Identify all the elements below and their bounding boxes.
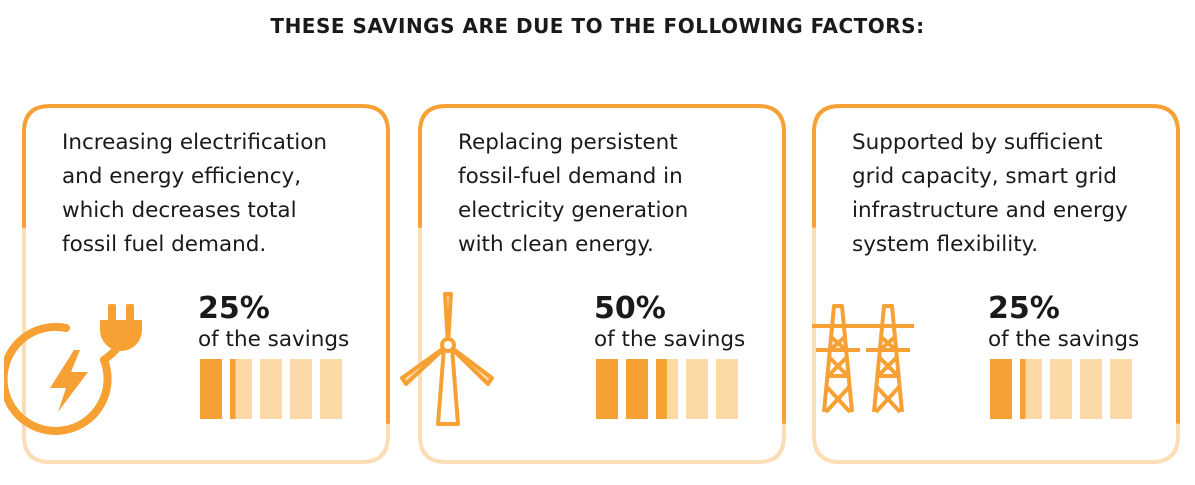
gauge-segment xyxy=(1080,359,1102,419)
card-description: Replacing persistent fossil-fuel demand … xyxy=(458,126,778,262)
desc-line: Replacing persistent xyxy=(458,130,678,155)
savings-bar-gauge xyxy=(596,359,738,419)
factor-card-electrification: Increasing electrification and energy ef… xyxy=(22,104,390,464)
savings-caption: of the savings xyxy=(594,327,746,352)
gauge-segment xyxy=(290,359,312,419)
gauge-segment-fill xyxy=(656,359,667,419)
savings-caption: of the savings xyxy=(988,327,1140,352)
desc-line: with clean energy. xyxy=(458,232,654,257)
gauge-segment xyxy=(686,359,708,419)
gauge-segment-fill xyxy=(626,359,648,419)
card-description: Increasing electrification and energy ef… xyxy=(62,126,382,262)
gauge-segment-fill xyxy=(200,359,222,419)
savings-percent: 50% xyxy=(594,291,666,326)
desc-line: grid capacity, smart grid xyxy=(852,164,1117,189)
factor-card-grid: Supported by sufficient grid capacity, s… xyxy=(812,104,1180,464)
savings-caption: of the savings xyxy=(198,327,350,352)
gauge-segment-fill xyxy=(1020,359,1026,419)
page-title: THESE SAVINGS ARE DUE TO THE FOLLOWING F… xyxy=(270,14,925,38)
savings-percent: 25% xyxy=(988,291,1060,326)
card-frame xyxy=(812,104,1180,464)
desc-line: infrastructure and energy xyxy=(852,198,1128,223)
desc-line: electricity generation xyxy=(458,198,689,223)
gauge-segment xyxy=(320,359,342,419)
power-pylons-icon xyxy=(812,304,914,414)
desc-line: which decreases total xyxy=(62,198,297,223)
gauge-segment xyxy=(1050,359,1072,419)
gauge-segment xyxy=(260,359,282,419)
card-frame xyxy=(418,104,786,464)
desc-line: and energy efficiency, xyxy=(62,164,302,189)
desc-line: Supported by sufficient xyxy=(852,130,1103,155)
gauge-segment xyxy=(716,359,738,419)
gauge-segment xyxy=(1110,359,1132,419)
savings-bar-gauge xyxy=(990,359,1132,419)
desc-line: system flexibility. xyxy=(852,232,1039,257)
card-description: Supported by sufficient grid capacity, s… xyxy=(852,126,1172,262)
savings-bar-gauge xyxy=(200,359,342,419)
factor-card-clean-energy: Replacing persistent fossil-fuel demand … xyxy=(418,104,786,464)
card-frame xyxy=(22,104,390,464)
gauge-segment-fill xyxy=(596,359,618,419)
wind-turbine-icon xyxy=(400,292,494,426)
gauge-segment-fill xyxy=(230,359,236,419)
gauge-segment-fill xyxy=(990,359,1012,419)
desc-line: fossil fuel demand. xyxy=(62,232,267,257)
electric-plug-icon xyxy=(4,304,142,435)
savings-percent: 25% xyxy=(198,291,270,326)
desc-line: fossil-fuel demand in xyxy=(458,164,683,189)
desc-line: Increasing electrification xyxy=(62,130,328,155)
